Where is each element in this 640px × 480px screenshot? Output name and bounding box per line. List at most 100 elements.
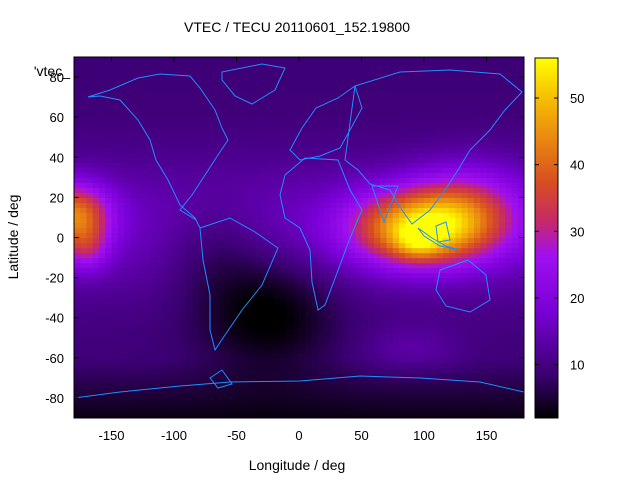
heatmap-cell [80,282,88,289]
heatmap-cell [449,407,456,414]
heatmap-cell [517,397,524,404]
heatmap-cell [174,322,181,329]
heatmap-cell [255,402,263,409]
heatmap-cell [417,317,425,324]
heatmap-cell [99,342,106,349]
heatmap-cell [286,167,294,173]
heatmap-cell [117,342,125,349]
heatmap-cell [399,397,406,404]
heatmap-cell [361,357,369,364]
heatmap-cell [211,397,219,404]
heatmap-cell [367,127,375,133]
heatmap-cell [380,262,388,269]
heatmap-cell [174,82,181,88]
heatmap-cell [199,182,206,188]
heatmap-cell [249,397,256,404]
heatmap-cell [424,122,431,128]
heatmap-cell [286,112,294,118]
heatmap-cell [305,102,313,108]
heatmap-cell [230,242,238,249]
heatmap-cell [355,287,363,294]
heatmap-cell [517,217,524,224]
heatmap-cell [86,272,94,279]
heatmap-cell [505,212,513,219]
heatmap-cell [80,352,88,359]
heatmap-cell [117,197,125,203]
heatmap-cell [511,197,519,203]
heatmap-cell [417,297,425,304]
heatmap-cell [392,317,400,324]
heatmap-cell [499,277,506,284]
heatmap-cell [405,232,413,239]
heatmap-cell [111,137,119,143]
heatmap-cell [330,107,338,113]
heatmap-cell [399,402,406,409]
heatmap-cell [424,257,431,264]
heatmap-cell [499,102,506,108]
heatmap-cell [374,412,381,418]
heatmap-cell [180,157,188,163]
heatmap-cell [380,187,388,193]
heatmap-cell [86,202,94,209]
heatmap-cell [342,382,350,389]
heatmap-cell [342,302,350,309]
heatmap-cell [480,202,488,209]
heatmap-cell [336,307,344,314]
heatmap-cell [330,102,338,108]
heatmap-cell [336,182,344,188]
heatmap-cell [192,307,200,314]
heatmap-cell [417,262,425,269]
heatmap-cell [436,317,444,324]
heatmap-cell [367,317,375,324]
heatmap-cell [342,392,350,399]
heatmap-cell [211,262,219,269]
heatmap-cell [274,157,281,163]
heatmap-cell [280,347,288,354]
heatmap-cell [80,187,88,193]
heatmap-cell [186,407,194,414]
heatmap-cell [455,212,463,219]
heatmap-cell [255,137,263,143]
heatmap-cell [192,407,200,414]
heatmap-cell [267,387,275,394]
heatmap-cell [149,262,156,269]
heatmap-cell [267,372,275,379]
heatmap-cell [74,377,81,384]
heatmap-cell [274,232,281,239]
heatmap-cell [411,107,419,113]
heatmap-cell [355,172,363,178]
heatmap-cell [105,77,113,83]
heatmap-cell [361,277,369,284]
heatmap-cell [505,72,513,78]
heatmap-cell [499,232,506,239]
heatmap-cell [492,327,500,334]
heatmap-cell [342,137,350,143]
heatmap-cell [436,322,444,329]
heatmap-cell [180,327,188,334]
heatmap-cell [474,167,481,173]
heatmap-cell [292,362,300,369]
heatmap-cell [205,392,213,399]
heatmap-cell [236,342,244,349]
heatmap-cell [405,132,413,138]
heatmap-cell [192,157,200,163]
heatmap-cell [411,177,419,183]
heatmap-cell [74,152,81,158]
heatmap-cell [442,112,450,118]
heatmap-cell [305,212,313,219]
heatmap-cell [199,227,206,234]
heatmap-cell [99,207,106,214]
heatmap-cell [74,127,81,133]
heatmap-cell [380,322,388,329]
heatmap-cell [86,212,94,219]
heatmap-cell [149,332,156,339]
heatmap-cell [167,87,175,93]
heatmap-cell [217,82,225,88]
heatmap-cell [236,287,244,294]
heatmap-cell [355,77,363,83]
heatmap-cell [280,147,288,153]
heatmap-cell [86,242,94,249]
heatmap-cell [80,82,88,88]
heatmap-cell [224,362,231,369]
heatmap-cell [349,207,356,214]
